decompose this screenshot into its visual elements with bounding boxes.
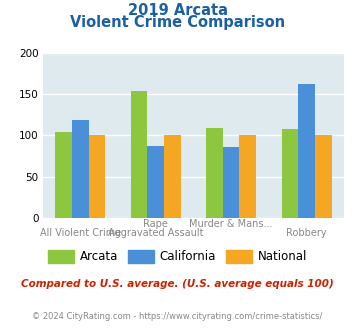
Bar bbox=[72, 120, 89, 218]
Text: Rape: Rape bbox=[143, 219, 168, 229]
Bar bbox=[55, 132, 72, 218]
Bar bbox=[282, 129, 298, 218]
Text: © 2024 CityRating.com - https://www.cityrating.com/crime-statistics/: © 2024 CityRating.com - https://www.city… bbox=[32, 312, 323, 321]
Bar bbox=[89, 135, 105, 218]
Bar bbox=[131, 91, 147, 218]
Text: Robbery: Robbery bbox=[286, 228, 327, 238]
Bar bbox=[240, 135, 256, 218]
Bar bbox=[147, 146, 164, 218]
Bar bbox=[206, 128, 223, 218]
Bar bbox=[315, 135, 332, 218]
Text: Murder & Mans...: Murder & Mans... bbox=[190, 219, 273, 229]
Text: 2019 Arcata: 2019 Arcata bbox=[127, 3, 228, 18]
Bar bbox=[298, 84, 315, 218]
Text: All Violent Crime: All Violent Crime bbox=[40, 228, 121, 238]
Text: Aggravated Assault: Aggravated Assault bbox=[108, 228, 203, 238]
Legend: Arcata, California, National: Arcata, California, National bbox=[43, 245, 312, 268]
Text: Violent Crime Comparison: Violent Crime Comparison bbox=[70, 15, 285, 30]
Bar bbox=[164, 135, 181, 218]
Bar bbox=[223, 147, 240, 218]
Text: Compared to U.S. average. (U.S. average equals 100): Compared to U.S. average. (U.S. average … bbox=[21, 279, 334, 289]
